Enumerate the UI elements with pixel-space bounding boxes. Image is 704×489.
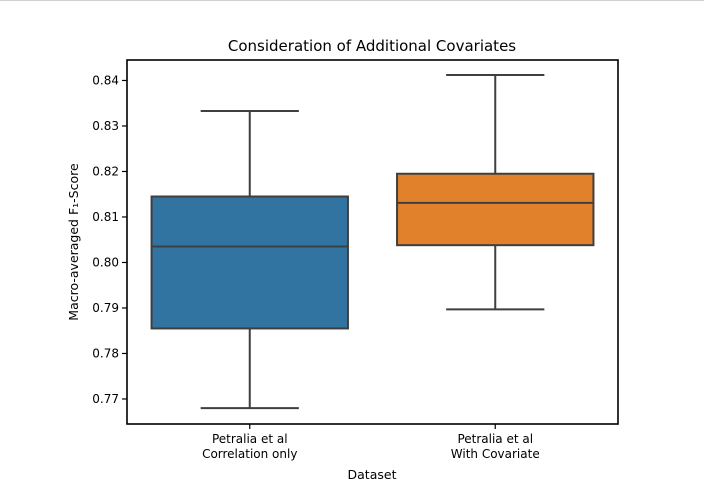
y-tick-label: 0.84 (92, 73, 119, 87)
x-tick-label-line1: Petralia et al (457, 432, 533, 446)
y-tick-label: 0.77 (92, 392, 119, 406)
x-tick-label-line2: Correlation only (202, 447, 297, 461)
box-2 (396, 74, 595, 311)
y-tick-label: 0.79 (92, 301, 119, 315)
x-tick-label-line1: Petralia et al (212, 432, 288, 446)
x-tick-label-line2: With Covariate (451, 447, 540, 461)
y-tick-label: 0.82 (92, 164, 119, 178)
interquartile-box (396, 172, 595, 247)
top-rule (0, 0, 704, 1)
box-1 (150, 109, 349, 410)
plot-frame (126, 59, 619, 425)
y-tick-label: 0.80 (92, 255, 119, 269)
x-axis-label: Dataset (348, 467, 397, 482)
chart-title: Consideration of Additional Covariates (228, 37, 516, 55)
box-plot-series (150, 74, 595, 410)
interquartile-box (150, 195, 349, 330)
y-tick-label: 0.81 (92, 210, 119, 224)
y-tick-label: 0.83 (92, 119, 119, 133)
y-axis-label: Macro-averaged F₁-Score (66, 163, 81, 321)
y-tick-label: 0.78 (92, 346, 119, 360)
y-axis-ticks: 0.77 0.78 0.79 0.80 0.81 0.82 0.83 0.84 (92, 73, 127, 406)
